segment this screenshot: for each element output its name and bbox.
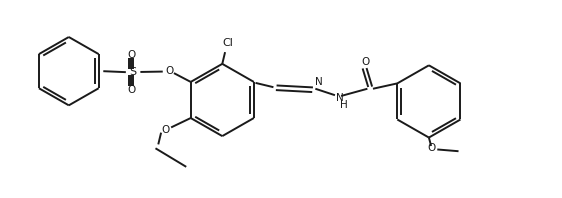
Text: O: O — [128, 85, 135, 95]
Text: S: S — [130, 67, 137, 77]
Text: H: H — [340, 100, 348, 110]
Text: Cl: Cl — [223, 38, 233, 48]
Text: O: O — [361, 57, 370, 67]
Text: N: N — [315, 77, 323, 87]
Text: N: N — [336, 92, 343, 103]
Text: O: O — [161, 125, 170, 135]
Text: O: O — [128, 50, 135, 60]
Text: O: O — [428, 143, 436, 153]
Text: O: O — [165, 66, 174, 76]
